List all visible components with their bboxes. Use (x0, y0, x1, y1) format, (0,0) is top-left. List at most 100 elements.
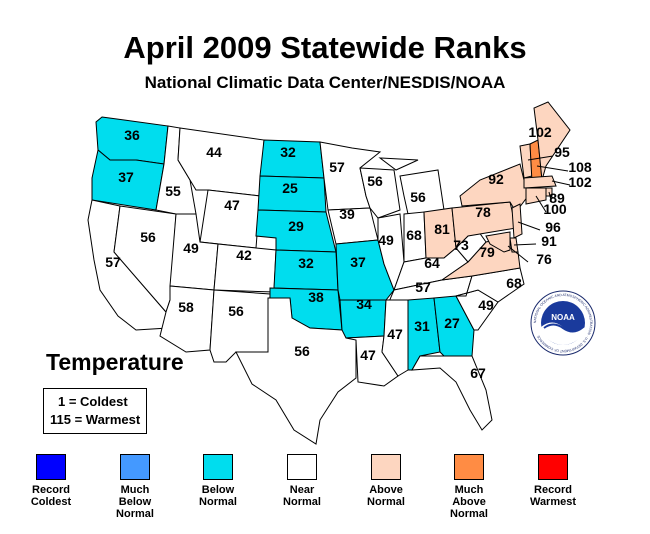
legend-swatch (371, 454, 401, 480)
legend-swatch (203, 454, 233, 480)
legend-label-line: Normal (116, 508, 154, 520)
state-ny (459, 163, 529, 213)
rank-key-warmest: 115 = Warmest (50, 412, 141, 427)
legend-label: Record Warmest (518, 484, 588, 508)
legend-label-line: Above (452, 496, 486, 508)
legend-swatch (120, 454, 150, 480)
rank-label-md: 76 (536, 251, 552, 267)
rank-label-ia: 39 (339, 206, 355, 222)
rank-label-ct: 100 (543, 201, 567, 217)
state-md (485, 231, 511, 253)
state-nj (511, 203, 523, 239)
rank-label-wy: 47 (224, 197, 240, 213)
legend-item: Much Above Normal (434, 454, 504, 520)
legend-item: Record Coldest (16, 454, 86, 508)
rank-label-wa: 36 (124, 127, 140, 143)
rank-label-nd: 32 (280, 144, 296, 160)
rank-label-va: 79 (479, 244, 495, 260)
legend-label: Below Normal (183, 484, 253, 508)
rank-label-wv: 73 (453, 237, 469, 253)
rank-label-nh: 108 (568, 159, 592, 175)
legend-label: Record Coldest (16, 484, 86, 508)
noaa-logo: NOAA NATIONAL OCEANIC AND ATMOSPHERIC AD… (530, 290, 596, 356)
legend-label-line: Above (369, 484, 403, 496)
rank-label-ok: 38 (308, 289, 324, 305)
leader-line-md (507, 245, 529, 263)
rank-key-coldest: 1 = Coldest (58, 394, 128, 409)
rank-label-ms: 47 (387, 326, 403, 342)
rank-label-ar: 34 (356, 296, 372, 312)
legend-label-line: Normal (450, 508, 488, 520)
legend-item: Below Normal (183, 454, 253, 508)
rank-label-nj: 96 (545, 219, 561, 235)
legend-label: Much Above Normal (434, 484, 504, 520)
rank-label-mn: 57 (329, 159, 345, 175)
rank-label-ne: 29 (288, 218, 304, 234)
rank-label-la: 47 (360, 347, 376, 363)
rank-label-de: 91 (541, 233, 557, 249)
rank-label-co: 42 (236, 247, 252, 263)
legend-label-line: Much (454, 484, 484, 496)
leader-line-de (513, 243, 537, 246)
legend-label: Much Below Normal (100, 484, 170, 520)
rank-label-in: 68 (406, 227, 422, 243)
legend-label-line: Much (120, 484, 150, 496)
rank-label-pa: 78 (475, 204, 491, 220)
map-subtitle: National Climatic Data Center/NESDIS/NOA… (144, 73, 506, 92)
legend-swatch (538, 454, 568, 480)
legend-swatch (454, 454, 484, 480)
rank-label-sc: 49 (478, 297, 494, 313)
rank-label-ky: 64 (424, 255, 440, 271)
rank-label-mo: 37 (350, 254, 366, 270)
legend-swatch (287, 454, 317, 480)
rank-label-mi: 56 (410, 189, 426, 205)
rank-label-ri: 89 (549, 190, 565, 206)
rank-label-wi: 56 (367, 173, 383, 189)
state-rank-labels: 36 37 57 55 56 44 47 49 58 42 56 32 25 29 32 38 56 57 39 37… (105, 124, 592, 381)
rank-label-tn: 57 (415, 279, 431, 295)
rank-label-vt: 95 (554, 144, 570, 160)
rank-label-ca: 57 (105, 254, 121, 270)
state-tx (235, 297, 357, 445)
rank-label-az: 58 (178, 299, 194, 315)
rank-label-ma: 102 (568, 174, 592, 190)
rank-label-nc: 68 (506, 275, 522, 291)
legend-label-line: Record (32, 484, 70, 496)
leader-lines (507, 155, 571, 263)
legend-label-line: Below (201, 484, 235, 496)
legend-item: Record Warmest (518, 454, 588, 508)
legend-label-line: Normal (283, 496, 321, 508)
rank-label-il: 49 (378, 232, 394, 248)
legend-title: Temperature (46, 349, 184, 375)
noaa-logo-text: NOAA (551, 313, 575, 322)
leader-line-ri (548, 191, 552, 201)
rank-label-nm: 56 (228, 303, 244, 319)
legend-label-line: Normal (199, 496, 237, 508)
legend-label-line: Coldest (30, 496, 72, 508)
state-shapes (87, 101, 571, 445)
rank-label-oh: 81 (434, 221, 450, 237)
legend-item: Much Below Normal (100, 454, 170, 520)
legend-label: Near Normal (267, 484, 337, 508)
rank-label-al: 31 (414, 318, 430, 334)
map-title: April 2009 Statewide Ranks (123, 30, 527, 65)
rank-label-tx: 56 (294, 343, 310, 359)
rank-label-id: 55 (165, 183, 181, 199)
rank-label-nv: 56 (140, 229, 156, 245)
rank-label-ks: 32 (298, 255, 314, 271)
rank-label-me: 102 (528, 124, 552, 140)
legend-label-line: Record (534, 484, 572, 496)
leader-line-nj (517, 221, 541, 231)
leader-line-ct (535, 195, 547, 213)
rank-label-sd: 25 (282, 180, 298, 196)
state-nm (209, 289, 271, 363)
leader-line-ma (551, 180, 571, 186)
legend-label: Above Normal (351, 484, 421, 508)
rank-label-or: 37 (118, 169, 134, 185)
rank-label-ut: 49 (183, 240, 199, 256)
leader-line-vt (527, 155, 554, 161)
rank-label-fl: 67 (470, 365, 486, 381)
rank-label-ny: 92 (488, 171, 504, 187)
state-fl (411, 355, 493, 431)
